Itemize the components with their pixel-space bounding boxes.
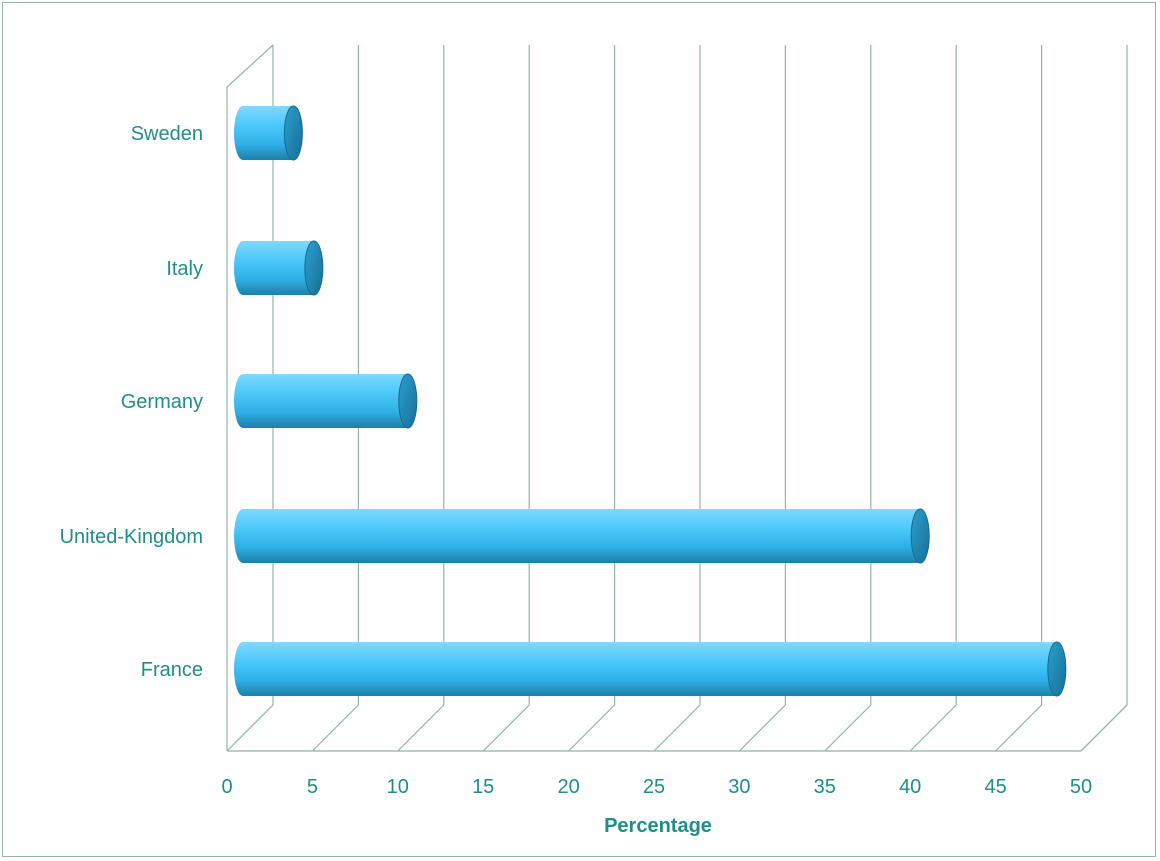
- floor-right-edge: [1080, 704, 1128, 752]
- floor-gridline: [909, 704, 957, 752]
- floor-gridline: [738, 704, 786, 752]
- bar-body: [234, 642, 1057, 696]
- floor-gridline: [482, 704, 530, 752]
- bar-body: [234, 374, 408, 428]
- bar-body: [234, 106, 294, 160]
- floor-gridline: [653, 704, 701, 752]
- x-tick-label: 35: [814, 776, 836, 798]
- category-label: Sweden: [131, 123, 203, 145]
- x-tick-label: 50: [1070, 776, 1092, 798]
- x-tick-label: 15: [472, 776, 494, 798]
- bar-cap: [398, 373, 418, 429]
- bar-body: [234, 509, 921, 563]
- bar: [234, 508, 930, 564]
- category-labels: France United-Kingdom Germany Italy Sweden: [60, 123, 203, 681]
- bar-body: [234, 241, 314, 295]
- x-tick-label: 25: [643, 776, 665, 798]
- floor-gridline: [397, 704, 445, 752]
- bar-cap: [304, 240, 324, 296]
- category-label: Germany: [121, 391, 203, 413]
- bar: [234, 240, 324, 296]
- bar-cap: [1047, 641, 1067, 697]
- bar-chart: France United-Kingdom Germany Italy Sweden 0…: [60, 44, 1128, 837]
- x-tick-label: 0: [221, 776, 232, 798]
- floor-gridline: [311, 704, 359, 752]
- x-tick-label: 30: [728, 776, 750, 798]
- floor-gridline: [568, 704, 616, 752]
- bar: [234, 105, 303, 161]
- x-tick-label: 40: [899, 776, 921, 798]
- bar-cap: [283, 105, 303, 161]
- bar: [234, 641, 1067, 697]
- floor-gridline: [824, 704, 872, 752]
- category-label: Italy: [166, 258, 203, 280]
- category-label: United-Kingdom: [60, 526, 203, 548]
- x-tick-label: 20: [557, 776, 579, 798]
- floor-gridline: [995, 704, 1043, 752]
- bar-cap: [910, 508, 930, 564]
- x-axis-title: Percentage: [604, 815, 712, 837]
- x-tick-label: 10: [387, 776, 409, 798]
- floor-gridline: [226, 704, 274, 752]
- tick-labels: 0 5 10 15 20 25 30 35 40 45 50: [221, 776, 1092, 798]
- bars-layer: [234, 105, 1067, 697]
- category-label: France: [141, 659, 203, 681]
- bar: [234, 373, 418, 429]
- grid-layer: [226, 44, 1128, 752]
- x-tick-label: 5: [307, 776, 318, 798]
- x-tick-label: 45: [984, 776, 1006, 798]
- side-wall-top-edge: [226, 44, 274, 88]
